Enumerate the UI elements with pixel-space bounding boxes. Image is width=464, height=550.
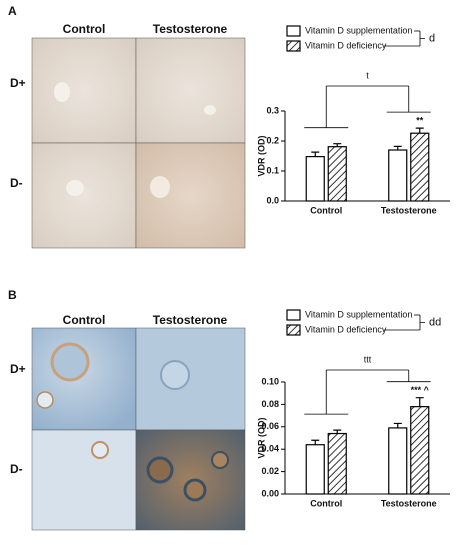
x-tick-label: Control: [310, 205, 342, 215]
error-bar: [415, 127, 424, 134]
micrograph-grid-b: [31, 327, 246, 531]
column-header: Testosterone: [153, 22, 228, 36]
bracket: [386, 370, 431, 383]
micrograph: [135, 37, 246, 144]
legend-label: Vitamin D deficiency: [305, 40, 387, 50]
legend-bracket: [419, 31, 425, 46]
micrograph: [31, 327, 137, 431]
legend-swatch: [286, 324, 301, 336]
micrograph: [135, 327, 246, 431]
bar: [388, 427, 408, 495]
bracket: [304, 86, 349, 129]
bar: [388, 149, 408, 202]
error-bar: [311, 439, 320, 445]
error-bar: [393, 422, 402, 428]
y-tick-label: 0.2: [266, 135, 279, 145]
y-tick-label: 0.06: [261, 421, 279, 431]
bar: [305, 444, 325, 495]
significance-label: **: [416, 115, 424, 125]
significance-label: *** ^: [411, 385, 430, 395]
y-axis-label: VDR (OD): [256, 418, 266, 459]
error-bar: [333, 143, 342, 147]
trend-label: t: [366, 70, 369, 80]
x-tick-label: Control: [310, 498, 342, 508]
x-tick-label: Testosterone: [381, 498, 437, 508]
micrograph-grid-a: [31, 37, 246, 249]
factor-label: dd: [429, 316, 441, 328]
legend-swatch: [286, 25, 301, 37]
legend-swatch: [286, 309, 301, 321]
bar: [327, 432, 347, 495]
legend-label: Vitamin D supplementation: [305, 25, 412, 35]
legend-label: Vitamin D deficiency: [305, 324, 387, 334]
error-bar: [415, 397, 424, 407]
row-header: D+: [10, 76, 26, 90]
y-tick-label: 0.1: [266, 165, 279, 175]
y-tick-label: 0.0: [266, 195, 279, 205]
bar: [410, 132, 430, 202]
column-header: Control: [63, 313, 106, 327]
x-tick-label: Testosterone: [381, 205, 437, 215]
bar: [305, 156, 325, 202]
y-tick-label: 0.04: [261, 444, 279, 454]
micrograph: [135, 142, 246, 249]
micrograph: [31, 142, 137, 249]
micrograph: [31, 429, 137, 531]
legend-swatch: [286, 40, 301, 52]
column-header: Control: [63, 22, 106, 36]
bracket: [304, 370, 349, 415]
y-tick-label: 0.3: [266, 105, 279, 115]
trend-label: ttt: [364, 354, 372, 364]
error-bar: [393, 145, 402, 150]
bar: [327, 146, 347, 202]
y-tick-label: 0.08: [261, 399, 279, 409]
bracket: [386, 86, 431, 113]
bar: [410, 406, 430, 495]
row-header: D-: [10, 176, 23, 190]
micrograph: [31, 37, 137, 144]
error-bar: [311, 151, 320, 157]
legend-label: Vitamin D supplementation: [305, 309, 412, 319]
factor-label: d: [429, 32, 435, 44]
y-axis-label: VDR (OD): [256, 136, 266, 177]
panel-label: B: [8, 288, 17, 302]
error-bar: [333, 429, 342, 434]
panel-label: A: [8, 4, 17, 18]
legend-bracket: [419, 315, 425, 330]
row-header: D+: [10, 362, 26, 376]
row-header: D-: [10, 462, 23, 476]
y-tick-label: 0.00: [261, 488, 279, 498]
y-tick-label: 0.02: [261, 466, 279, 476]
y-tick-label: 0.10: [261, 376, 279, 386]
column-header: Testosterone: [153, 313, 228, 327]
